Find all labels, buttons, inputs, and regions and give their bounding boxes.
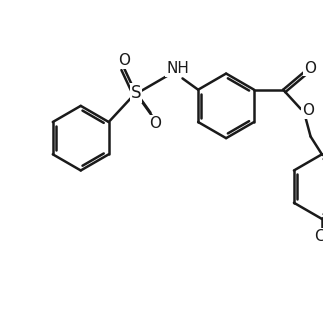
Text: O: O — [304, 61, 316, 75]
Text: NH: NH — [166, 61, 189, 76]
Text: Cl: Cl — [315, 229, 323, 244]
Text: S: S — [130, 84, 141, 102]
Text: O: O — [302, 103, 314, 118]
Text: O: O — [149, 116, 161, 131]
Text: O: O — [118, 53, 130, 68]
